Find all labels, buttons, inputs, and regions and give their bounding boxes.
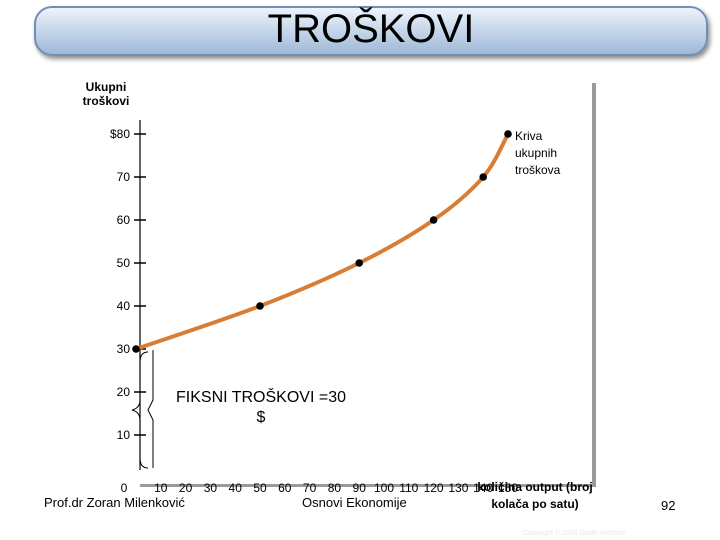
data-point: [504, 130, 512, 138]
x-tick-label: 140: [473, 481, 493, 495]
y-axis-ticks: 10 20 30 40 50 60 70 $80: [110, 127, 146, 442]
data-point: [429, 216, 438, 224]
y-tick-label: 40: [117, 299, 131, 313]
x-tick-label: 130: [448, 481, 468, 495]
footer-course: Osnovi Ekonomije: [302, 495, 407, 510]
x-axis-ticks: 0 10 20 30 40 50 60 70 80 90 100 110 120 130 140 150: [121, 481, 519, 495]
y-tick-label: 70: [117, 170, 131, 184]
data-point: [256, 302, 264, 310]
x-tick-label: 30: [204, 481, 218, 495]
x-tick-label: 70: [303, 481, 317, 495]
x-tick-label: 120: [424, 481, 444, 495]
x-tick-label: 100: [374, 481, 394, 495]
plot-area: [136, 79, 592, 484]
y-tick-label: 60: [117, 213, 131, 227]
x-tick-label: 10: [154, 481, 168, 495]
y-tick-label: $80: [110, 127, 130, 141]
x-tick-label: 110: [399, 481, 418, 495]
fixed-cost-bracket: [131, 351, 149, 469]
x-tick-label: 20: [179, 481, 193, 495]
slide-title: TROŠKOVI: [267, 7, 475, 51]
data-point: [479, 173, 488, 181]
x-tick-label: 0: [121, 481, 128, 495]
copyright-note: Copyright © 2004 South-Western: [523, 530, 627, 537]
y-tick-label: 20: [117, 385, 131, 399]
y-tick-label: 30: [117, 342, 131, 356]
data-points: [132, 130, 512, 353]
x-tick-label: 50: [253, 481, 267, 495]
y-tick-label: 50: [117, 256, 131, 270]
data-point: [355, 259, 364, 267]
fixed-cost-brace: [147, 350, 154, 468]
title-bar: [34, 6, 708, 56]
y-axis-label: Ukupni troškovi: [82, 80, 130, 108]
footer-author: Prof.dr Zoran Milenković: [44, 495, 185, 510]
data-point: [132, 345, 140, 353]
x-tick-label: 80: [328, 481, 342, 495]
fixed-costs-label: FIKSNI TROŠKOVI =30 $: [176, 389, 346, 426]
x-axis-label: količina output (broj kolača po satu): [477, 480, 593, 511]
x-tick-label: 60: [278, 481, 292, 495]
x-tick-label: 150: [498, 481, 518, 495]
x-tick-label: 40: [229, 481, 243, 495]
page-number: 92: [661, 498, 676, 513]
y-tick-label: 10: [117, 428, 131, 442]
x-tick-label: 90: [353, 481, 367, 495]
curve-label: Kriva ukupnih troškova: [515, 129, 561, 177]
